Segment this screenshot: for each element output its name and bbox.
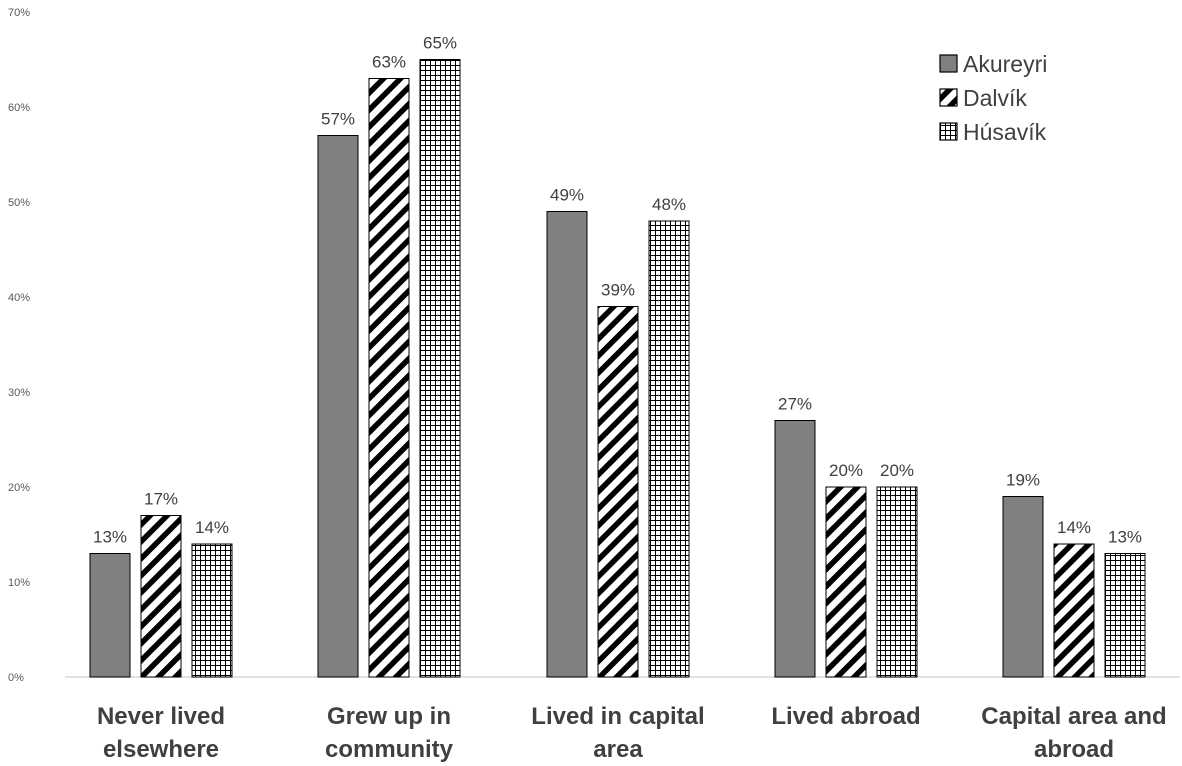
data-label: 14% bbox=[195, 518, 229, 537]
legend-swatch bbox=[939, 122, 958, 141]
x-category-label: abroad bbox=[1034, 736, 1114, 763]
data-label: 17% bbox=[144, 490, 178, 509]
x-category-label: Capital area and bbox=[981, 703, 1166, 730]
data-label: 39% bbox=[601, 281, 635, 300]
data-label: 48% bbox=[652, 195, 686, 214]
data-label: 14% bbox=[1057, 518, 1091, 537]
bar-akureyri bbox=[89, 553, 131, 678]
data-label: 65% bbox=[423, 34, 457, 53]
bar-dalvík bbox=[597, 306, 639, 678]
y-axis-ticks: 0% 10% 20% 30% 40% 50% 60% 70% bbox=[8, 7, 30, 684]
y-tick-label: 70% bbox=[8, 7, 30, 19]
x-category-label: Never lived bbox=[97, 703, 225, 730]
bar-húsavík bbox=[876, 486, 918, 678]
y-tick-label: 0% bbox=[8, 672, 24, 684]
bar-húsavík bbox=[648, 220, 690, 678]
x-category-label: Lived abroad bbox=[771, 703, 920, 730]
bar-húsavík bbox=[1104, 553, 1146, 678]
bar-húsavík bbox=[191, 543, 233, 678]
data-label: 20% bbox=[829, 461, 863, 480]
data-label: 49% bbox=[550, 186, 584, 205]
bar-dalvík bbox=[368, 78, 410, 678]
legend-swatch bbox=[939, 54, 958, 73]
data-label: 13% bbox=[93, 528, 127, 547]
y-tick-label: 10% bbox=[8, 577, 30, 589]
data-label: 63% bbox=[372, 53, 406, 72]
x-category-label: community bbox=[325, 736, 454, 763]
bars bbox=[89, 59, 1146, 678]
y-tick-label: 20% bbox=[8, 482, 30, 494]
y-tick-label: 60% bbox=[8, 102, 30, 114]
legend-label: Húsavík bbox=[963, 119, 1047, 145]
data-label: 20% bbox=[880, 461, 914, 480]
bar-akureyri bbox=[1002, 496, 1044, 678]
legend-label: Dalvík bbox=[963, 85, 1027, 111]
data-label: 27% bbox=[778, 395, 812, 414]
legend-label: Akureyri bbox=[963, 51, 1047, 77]
x-axis-categories: Never lived elsewhere Grew up in community L… bbox=[97, 703, 1167, 763]
data-label: 13% bbox=[1108, 528, 1142, 547]
bar-dalvík bbox=[825, 486, 867, 678]
y-tick-label: 50% bbox=[8, 197, 30, 209]
x-category-label: area bbox=[593, 736, 643, 763]
bar-akureyri bbox=[774, 420, 816, 678]
data-label: 57% bbox=[321, 110, 355, 129]
legend: Akureyri Dalvík Húsavík bbox=[939, 51, 1047, 145]
x-category-label: Lived in capital bbox=[531, 703, 704, 730]
y-tick-label: 40% bbox=[8, 292, 30, 304]
x-category-label: elsewhere bbox=[103, 736, 219, 763]
y-tick-label: 30% bbox=[8, 387, 30, 399]
bar-akureyri bbox=[546, 211, 588, 678]
bar-akureyri bbox=[317, 135, 359, 678]
legend-swatch bbox=[939, 88, 958, 107]
data-labels: 13% 57% 49% 27% 19% 17% 63% 39% 20% 14% 14% 65% 48% 2… bbox=[93, 34, 1142, 547]
bar-dalvík bbox=[1053, 543, 1095, 678]
bar-dalvík bbox=[140, 515, 182, 678]
bar-húsavík bbox=[419, 59, 461, 678]
x-category-label: Grew up in bbox=[327, 703, 451, 730]
data-label: 19% bbox=[1006, 471, 1040, 490]
